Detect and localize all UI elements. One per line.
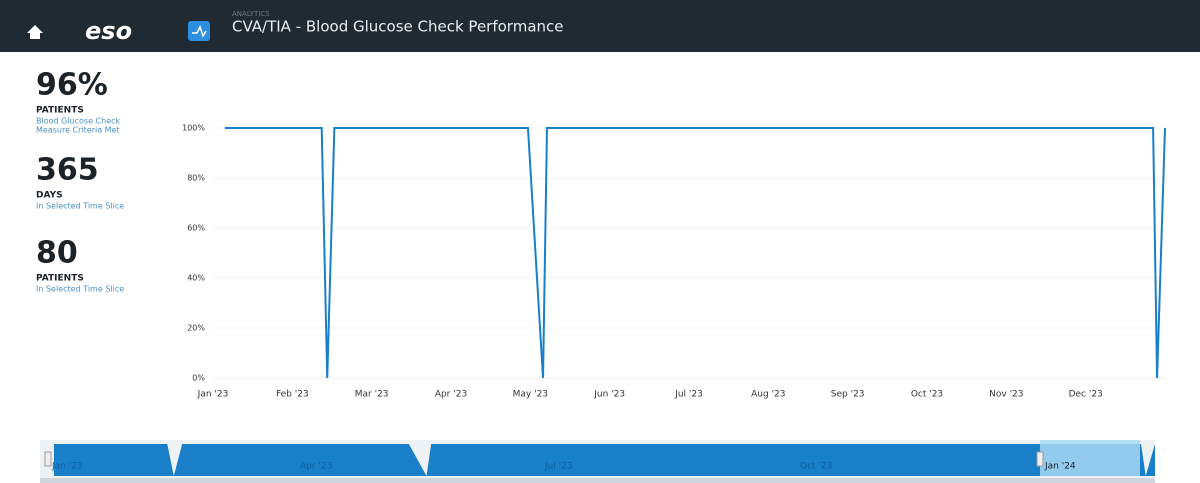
x-tick-label: Oct '23 [911, 390, 943, 400]
x-tick-label: Jun '23 [593, 390, 625, 400]
y-tick-label: 40% [187, 274, 205, 283]
stat-unit: PATIENTS [36, 274, 84, 284]
range-handle[interactable] [44, 451, 52, 467]
chart: 0% 20% 40% 60% 80% 100% Jan '23 Feb '23 Mar '23 A… [182, 124, 1166, 400]
page-title: CVA/TIA - Blood Glucose Check Performanc… [232, 18, 564, 36]
stat-caption: Measure Criteria Met [36, 126, 120, 135]
navigator: Jan '23 Apr '23 Jul '23 Oct '23 Jan '24 [44, 440, 1155, 476]
x-tick-label: Apr '23 [435, 390, 467, 400]
navigator-area [53, 444, 1155, 476]
range-handle[interactable] [1036, 451, 1044, 467]
stat-caption: In Selected Time Slice [36, 202, 124, 211]
y-tick-label: 60% [187, 224, 205, 233]
x-tick-label: Nov '23 [989, 390, 1023, 400]
y-tick-label: 20% [187, 324, 205, 333]
stat-value: 365 [36, 153, 99, 188]
y-tick-label: 80% [187, 174, 205, 183]
navigator-label: Oct '23 [800, 462, 832, 472]
stat-caption: Blood Glucose Check [36, 117, 121, 126]
x-tick-label: May '23 [513, 390, 548, 400]
x-tick-label: Sep '23 [831, 390, 865, 400]
selected-range[interactable] [1040, 440, 1140, 476]
navigator-label: Jan '24 [1044, 462, 1076, 472]
top-bar [0, 0, 1200, 52]
analytics-icon [188, 21, 210, 41]
stat-unit: DAYS [36, 191, 63, 201]
stat-caption: In Selected Time Slice [36, 285, 124, 294]
x-tick-label: Mar '23 [355, 390, 389, 400]
x-tick-label: Dec '23 [1069, 390, 1103, 400]
analytics-glyph [192, 25, 207, 38]
navigator-label: Jan '23 [51, 462, 83, 472]
line-series [224, 127, 1166, 379]
x-tick-label: Aug '23 [751, 390, 785, 400]
section-label: ANALYTICS [232, 10, 270, 18]
x-tick-label: Feb '23 [276, 390, 309, 400]
logo[interactable]: eso [85, 17, 132, 45]
navigator-label: Jul '23 [544, 462, 573, 472]
x-tick-label: Jul '23 [674, 390, 703, 400]
stat-value: 96% [36, 68, 108, 103]
home-icon[interactable] [27, 25, 43, 39]
y-tick-label: 0% [192, 374, 205, 383]
x-tick-label: Jan '23 [197, 390, 229, 400]
scrollbar[interactable] [40, 478, 1155, 483]
stat-unit: PATIENTS [36, 106, 84, 116]
stat-value: 80 [36, 236, 78, 271]
y-tick-label: 100% [182, 124, 205, 133]
navigator-label: Apr '23 [300, 462, 332, 472]
